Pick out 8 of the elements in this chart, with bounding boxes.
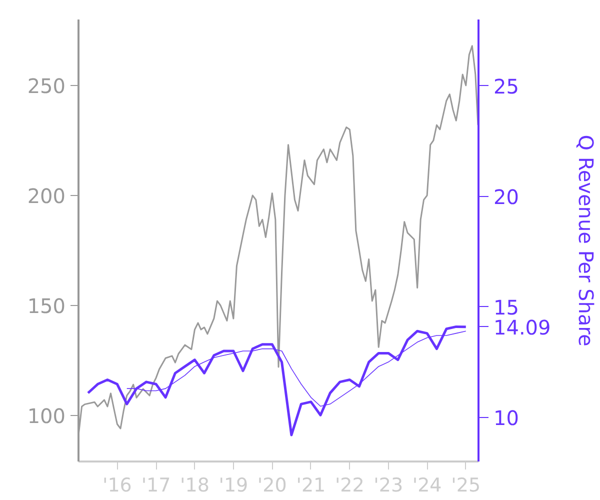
- y2-axis-title: Q Revenue Per Share: [574, 134, 598, 346]
- y2-tick-label: 25: [494, 74, 519, 98]
- y-tick-label: 100: [27, 404, 66, 428]
- y2-tick-label: 20: [494, 184, 519, 209]
- y-tick-label: 200: [27, 184, 66, 208]
- y-tick-label: 150: [27, 294, 66, 318]
- y2-tick-label: 10: [494, 406, 519, 430]
- y-tick-label: 250: [27, 74, 66, 98]
